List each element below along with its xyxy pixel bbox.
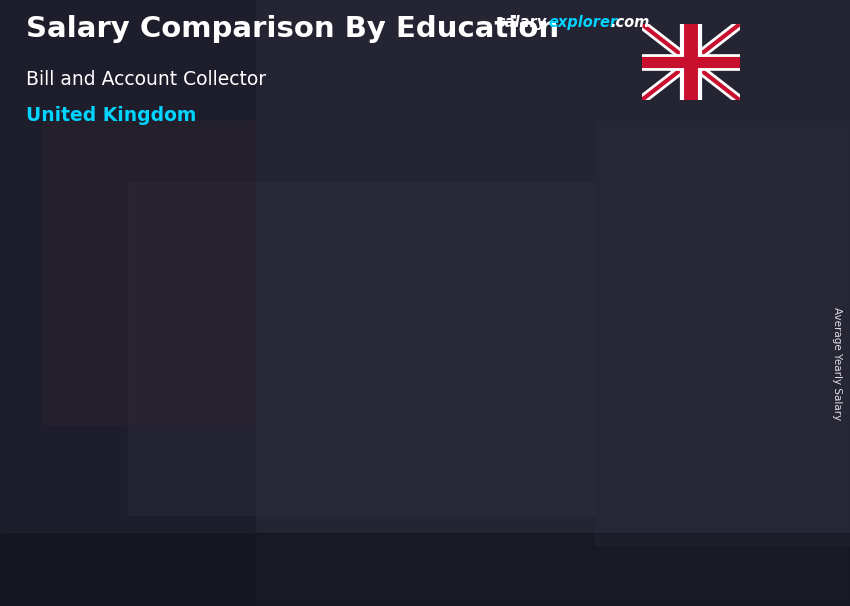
Polygon shape [342,348,486,358]
Text: 19,500 GBP: 19,500 GBP [110,383,210,398]
Bar [121,409,242,527]
Bar [564,293,685,527]
Polygon shape [564,279,707,293]
FancyArrowPatch shape [418,276,603,350]
Bar [0,0,255,606]
Polygon shape [121,402,264,409]
FancyArrowPatch shape [196,336,382,401]
Text: 27,900 GBP: 27,900 GBP [381,332,480,347]
Bar [42,121,255,424]
Text: Salary Comparison By Education: Salary Comparison By Education [26,15,558,43]
Text: United Kingdom: United Kingdom [26,106,196,125]
Text: .com: .com [610,15,649,30]
Polygon shape [464,348,486,527]
Text: 38,600 GBP: 38,600 GBP [614,267,712,282]
Text: salary: salary [497,15,547,30]
Bar [128,182,595,515]
Text: +38%: +38% [451,205,541,233]
Text: +43%: +43% [230,278,320,305]
Bar [0,533,850,606]
Bar [342,358,464,527]
Text: explorer: explorer [548,15,617,30]
Text: Average Yearly Salary: Average Yearly Salary [832,307,842,420]
Polygon shape [685,279,707,527]
Polygon shape [242,402,264,527]
Text: Bill and Account Collector: Bill and Account Collector [26,70,265,88]
Bar [595,121,850,545]
